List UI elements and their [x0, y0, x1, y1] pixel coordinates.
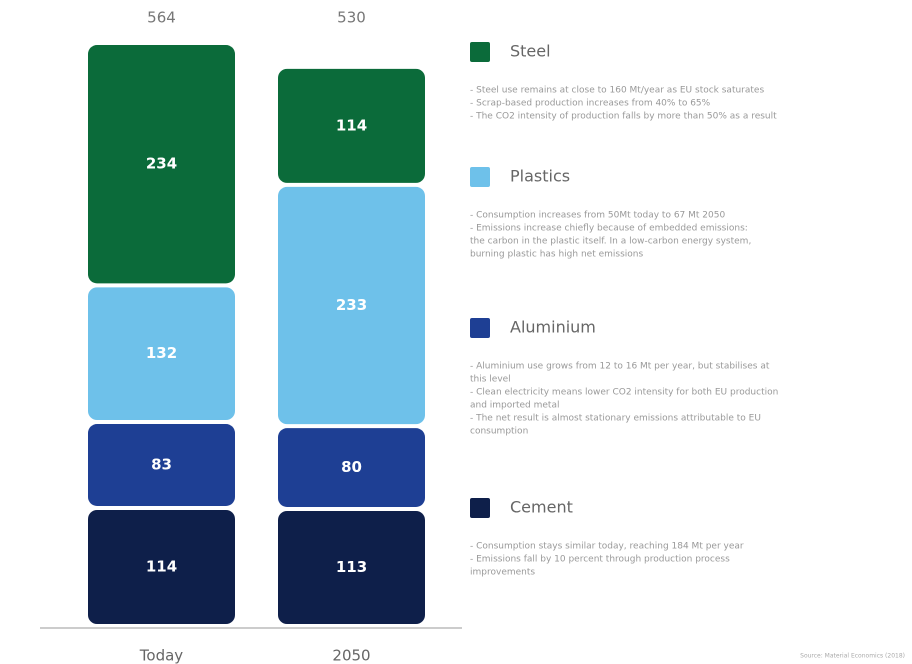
category-label: Today	[139, 647, 184, 664]
legend-swatch	[470, 42, 490, 62]
description-line: burning plastic has high net emissions	[470, 250, 643, 260]
value-label: 132	[146, 344, 177, 362]
value-label: 114	[336, 116, 367, 134]
value-label: 233	[336, 296, 367, 314]
value-label: 114	[146, 557, 177, 575]
description-line: improvements	[470, 568, 535, 578]
value-label: 83	[151, 455, 172, 473]
description-line: - Consumption stays similar today, reach…	[470, 542, 744, 552]
total-label: 564	[147, 9, 176, 27]
category-label: 2050	[332, 647, 370, 664]
description-line: - Emissions increase chiefly because of …	[470, 224, 748, 234]
value-label: 113	[336, 558, 367, 576]
legend-swatch	[470, 498, 490, 518]
legend-swatch	[470, 318, 490, 338]
legend-label: Steel	[510, 42, 551, 61]
bar-segment	[278, 428, 425, 507]
bar-segment	[88, 287, 235, 421]
legend-label: Plastics	[510, 167, 570, 186]
bar-segment	[88, 424, 235, 506]
total-label: 530	[337, 9, 366, 27]
bar-segment	[88, 509, 235, 624]
description-line: - Aluminium use grows from 12 to 16 Mt p…	[470, 362, 770, 372]
description-line: - Steel use remains at close to 160 Mt/y…	[470, 86, 764, 96]
description-line: the carbon in the plastic itself. In a l…	[470, 237, 751, 247]
source: Source: Material Economics (2018)	[800, 653, 905, 660]
legend-label: Cement	[510, 498, 573, 517]
value-label: 234	[146, 155, 177, 173]
legend-swatch	[470, 167, 490, 187]
value-label: 80	[341, 458, 362, 476]
description-line: - Clean electricity means lower CO2 inte…	[470, 388, 778, 398]
legend-label: Aluminium	[510, 318, 596, 337]
description-line: and imported metal	[470, 401, 559, 411]
description-line: - Emissions fall by 10 percent through p…	[470, 555, 730, 565]
bar-segment	[278, 510, 425, 624]
bar-segment	[88, 45, 235, 284]
description-line: this level	[470, 375, 511, 385]
bar-segment	[278, 186, 425, 425]
description-line: - Consumption increases from 50Mt today …	[470, 211, 725, 221]
description-line: consumption	[470, 427, 528, 437]
description-line: - The net result is almost stationary em…	[470, 414, 761, 424]
description-line: - The CO2 intensity of production falls …	[470, 112, 777, 122]
description-line: - Scrap-based production increases from …	[470, 99, 711, 109]
bar-segment	[278, 68, 425, 183]
